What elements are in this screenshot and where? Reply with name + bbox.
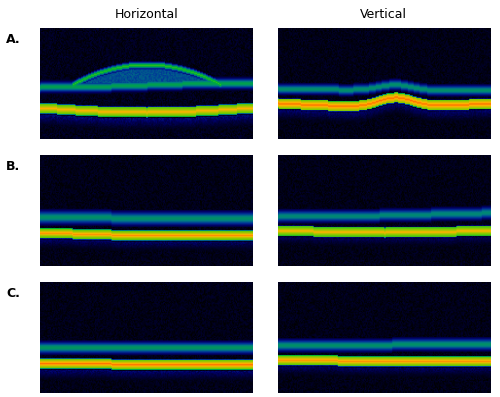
- Text: C.: C.: [6, 287, 20, 301]
- Text: Horizontal: Horizontal: [114, 8, 178, 21]
- Text: A.: A.: [6, 33, 20, 46]
- Text: B.: B.: [6, 160, 20, 173]
- Text: Vertical: Vertical: [360, 8, 408, 21]
